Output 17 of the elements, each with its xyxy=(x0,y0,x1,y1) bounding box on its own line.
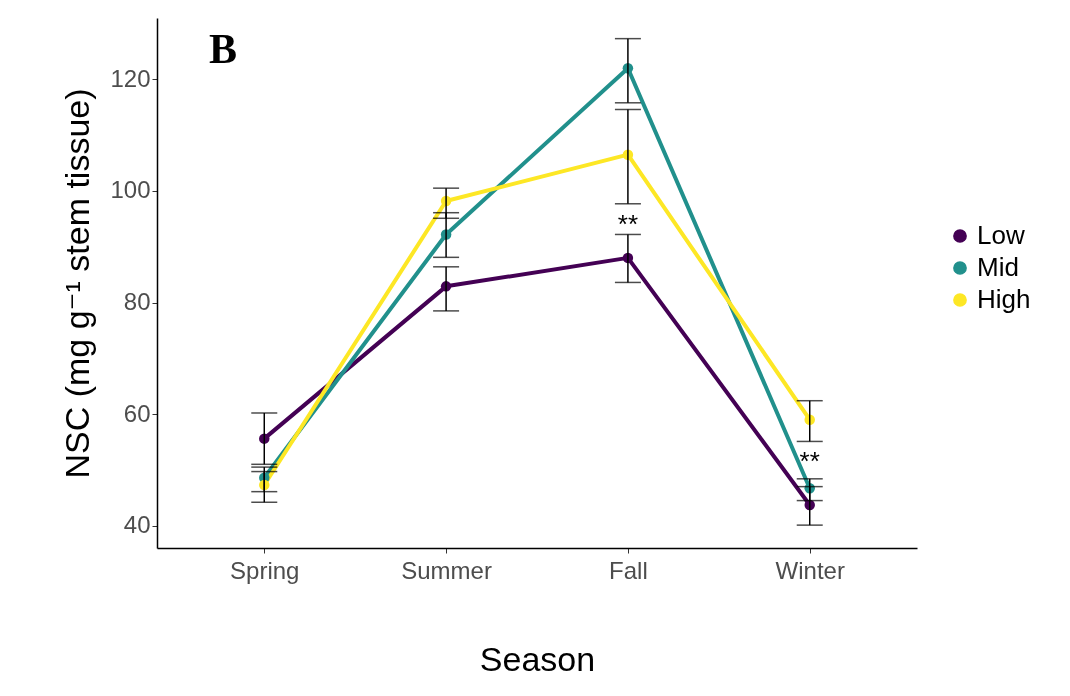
y-tick-label: 100 xyxy=(110,176,151,204)
y-axis-title: NSC (mg g⁻¹ stem tissue) xyxy=(58,88,97,479)
legend-label: High xyxy=(977,284,1031,314)
legend-label: Mid xyxy=(977,252,1019,282)
x-tick-label: Fall xyxy=(609,556,648,584)
x-axis-title: Season xyxy=(479,639,596,678)
annotation: B xyxy=(209,26,238,72)
legend-label: Low xyxy=(977,220,1025,250)
x-tick-label: Winter xyxy=(775,556,845,584)
annotation: ** xyxy=(617,208,639,239)
annotation: ** xyxy=(799,446,820,477)
y-tick-label: 120 xyxy=(110,64,151,92)
y-tick-label: 40 xyxy=(123,511,151,539)
x-tick-label: Spring xyxy=(230,556,300,584)
y-tick-label: 60 xyxy=(123,399,151,427)
y-tick-label: 80 xyxy=(123,288,151,316)
x-tick-label: Summer xyxy=(401,556,492,584)
